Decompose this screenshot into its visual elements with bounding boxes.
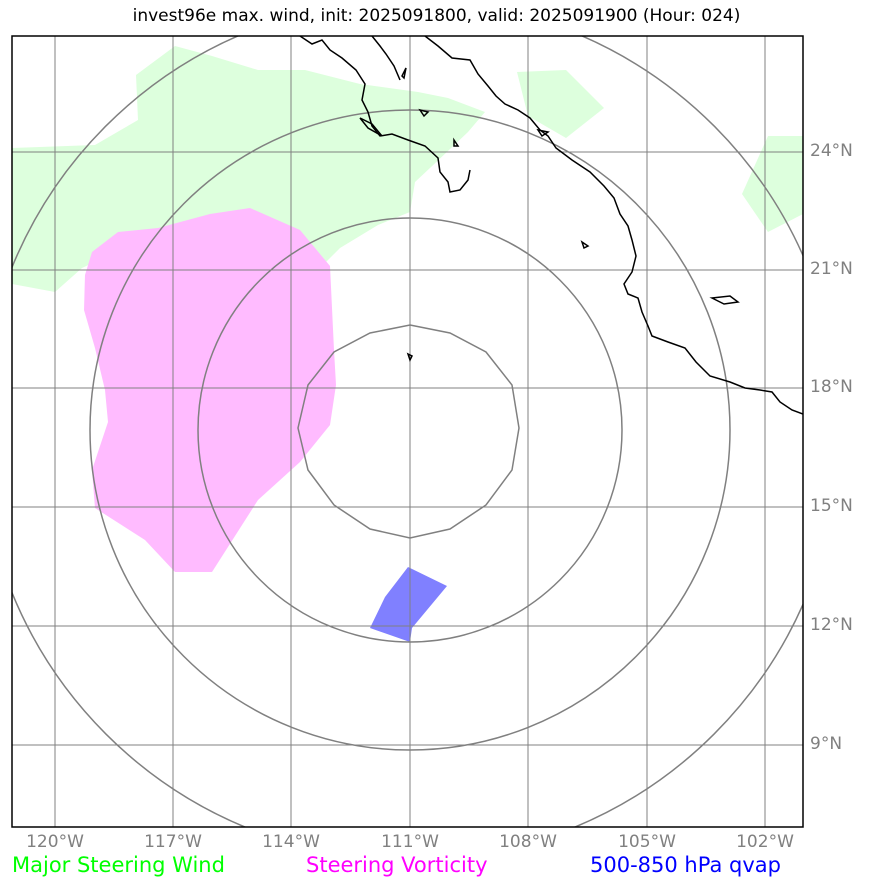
- lat-label-12: 12°N: [810, 615, 853, 635]
- lat-label-15: 15°N: [810, 496, 853, 516]
- steering-vorticity-region: [84, 208, 336, 572]
- baja-tip-island: [359, 117, 383, 137]
- island-d: [536, 128, 550, 138]
- baja-california-coast-east: [424, 36, 803, 415]
- baja-california-coast-west: [299, 36, 471, 193]
- lat-label-21: 21°N: [810, 259, 853, 279]
- island-c: [453, 137, 460, 147]
- lat-label-24: 24°N: [810, 141, 853, 161]
- island-e: [580, 240, 590, 250]
- steering-wind-regions: [12, 46, 803, 292]
- steering-wind-region-northeast: [517, 70, 604, 138]
- steering-wind-region-east: [742, 136, 803, 232]
- gulf-coast-inner: [371, 36, 401, 81]
- qvap-fill: [370, 567, 447, 642]
- steering-vorticity-fill: [84, 208, 336, 572]
- longitude-gridlines: [54, 36, 766, 827]
- coastlines: [299, 36, 803, 415]
- island-f: [709, 295, 740, 305]
- legend-steering-vorticity: Steering Vorticity: [306, 853, 488, 877]
- island-b: [418, 108, 430, 118]
- lon-label-105w: 105°W: [618, 832, 676, 852]
- lat-label-18: 18°N: [810, 377, 853, 397]
- lon-label-108w: 108°W: [499, 832, 557, 852]
- latitude-gridlines: [12, 151, 803, 746]
- lon-label-114w: 114°W: [262, 832, 320, 852]
- qvap-region: [370, 567, 447, 642]
- map-border: [11, 35, 804, 828]
- lat-label-9: 9°N: [810, 734, 843, 754]
- lon-label-102w: 102°W: [736, 832, 794, 852]
- lon-label-117w: 117°W: [144, 832, 202, 852]
- steering-wind-region-main: [12, 46, 485, 292]
- legend-qvap: 500-850 hPa qvap: [590, 853, 781, 877]
- island-a: [401, 67, 407, 80]
- lon-label-120w: 120°W: [26, 832, 84, 852]
- map-title: invest96e max. wind, init: 2025091800, v…: [132, 6, 741, 26]
- island-g: [406, 352, 414, 362]
- legend-steering-wind: Major Steering Wind: [12, 853, 225, 877]
- lon-label-111w: 111°W: [381, 832, 439, 852]
